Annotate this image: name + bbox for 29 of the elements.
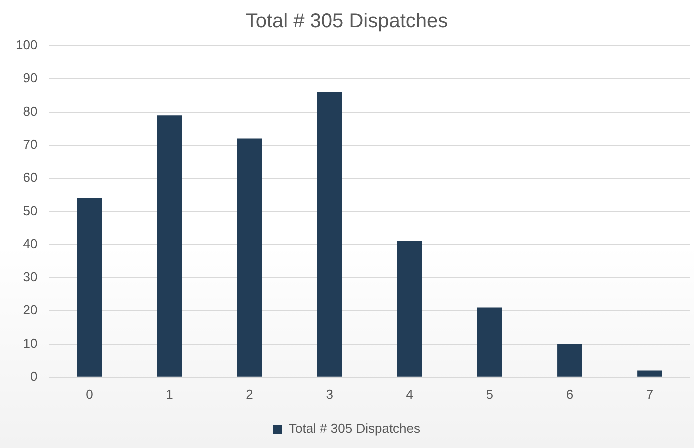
bar — [317, 92, 342, 377]
x-tick-label: 1 — [166, 386, 174, 402]
legend-label: Total # 305 Dispatches — [288, 421, 422, 436]
bar — [77, 198, 102, 377]
chart-title: Total # 305 Dispatches — [246, 10, 448, 33]
x-tick-label: 0 — [86, 386, 94, 402]
x-tick-label: 3 — [326, 386, 334, 402]
x-tick-label: 5 — [486, 386, 494, 402]
bar — [237, 138, 262, 377]
bar — [638, 370, 662, 377]
y-tick-label: 90 — [23, 70, 38, 86]
bar — [157, 116, 182, 377]
y-tick-label: 50 — [23, 203, 38, 218]
x-tick-label: 7 — [646, 386, 654, 402]
y-tick-label: 30 — [23, 270, 38, 285]
y-tick-label: 100 — [16, 38, 38, 53]
x-tick-label: 4 — [406, 386, 414, 402]
x-tick-label: 6 — [566, 386, 574, 402]
bar — [397, 242, 422, 377]
y-tick-label: 60 — [23, 170, 38, 186]
y-tick-label: 80 — [23, 104, 38, 119]
y-tick-label: 20 — [23, 302, 38, 318]
y-tick-label: 10 — [23, 336, 38, 351]
y-tick-label: 0 — [30, 368, 38, 384]
bar — [477, 308, 502, 377]
bar — [558, 344, 582, 377]
x-tick-label: 2 — [246, 386, 254, 402]
y-tick-label: 70 — [23, 137, 38, 152]
y-tick-label: 40 — [23, 236, 38, 252]
